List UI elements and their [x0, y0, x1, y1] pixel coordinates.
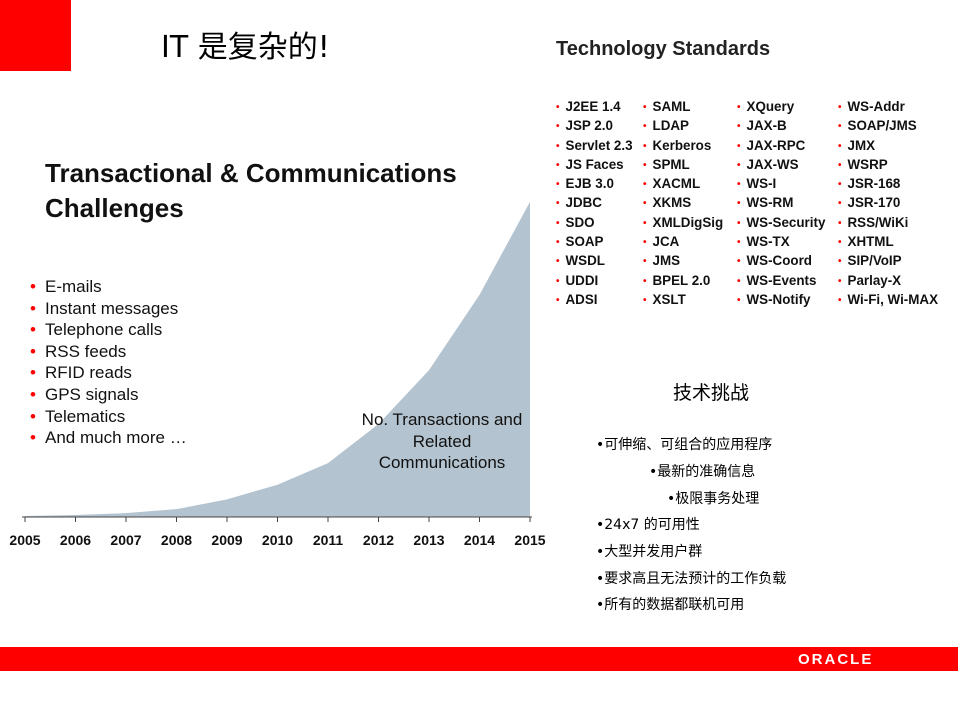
standard-item: XHTML [838, 232, 938, 251]
challenge-bullet: RSS feeds [30, 341, 187, 363]
x-tick-label: 2006 [60, 532, 91, 548]
standard-item: JCA [643, 232, 723, 251]
growth-area [25, 201, 530, 517]
chart-annotation-line-2: Related [412, 431, 472, 451]
standard-item: JAX-RPC [737, 136, 825, 155]
x-tick-label: 2007 [110, 532, 141, 548]
challenge-item-online-data: •所有的数据都联机可用 [596, 597, 745, 613]
x-tick-label: 2009 [211, 532, 242, 548]
standards-column-4: WS-AddrSOAP/JMSJMXWSRPJSR-168JSR-170RSS/… [838, 97, 939, 309]
standards-column-1: J2EE 1.4JSP 2.0Servlet 2.3JS FacesEJB 3.… [556, 97, 633, 309]
standard-item: JMS [643, 251, 723, 270]
x-tick-label: 2012 [363, 532, 394, 548]
standard-item: Parlay-X [838, 271, 938, 290]
standard-item: WS-I [737, 174, 825, 193]
standards-column-3: XQueryJAX-BJAX-RPCJAX-WSWS-IWS-RMWS-Secu… [737, 97, 826, 309]
standard-item: XACML [643, 174, 723, 193]
challenge-bullet: Telematics [30, 406, 187, 428]
standard-item: ADSI [556, 290, 633, 309]
x-tick-label: 2005 [9, 532, 40, 548]
standard-item: LDAP [643, 116, 723, 135]
standard-item: SAML [643, 97, 723, 116]
challenge-item-accurate-info: •最新的准确信息 [649, 464, 756, 480]
transactions-growth-chart: 2005 2006 2007 2008 2009 2010 2011 2012 2013 2014… [9, 201, 546, 548]
standard-item: XKMS [643, 193, 723, 212]
standard-item: WS-RM [737, 193, 825, 212]
standard-item: SDO [556, 213, 633, 232]
challenge-item-workload: •要求高且无法预计的工作负载 [596, 571, 787, 587]
standard-item: J2EE 1.4 [556, 97, 633, 116]
standard-item: JMX [838, 136, 938, 155]
tech-challenges-title: 技术挑战 [673, 382, 750, 404]
challenge-item-scalable: •可伸缩、可组合的应用程序 [596, 437, 773, 453]
standard-item: RSS/WiKi [838, 213, 938, 232]
footer-bar [0, 647, 958, 671]
standard-item: EJB 3.0 [556, 174, 633, 193]
chart-annotation-line-3: Communications [378, 453, 506, 472]
standard-item: BPEL 2.0 [643, 271, 723, 290]
standard-item: JSP 2.0 [556, 116, 633, 135]
challenge-item-availability: •24x7 的可用性 [596, 517, 700, 533]
challenge-bullet: E-mails [30, 276, 187, 298]
standard-item: Kerberos [643, 136, 723, 155]
standard-item: SOAP/JMS [838, 116, 938, 135]
tech-standards-title: Technology Standards [556, 38, 771, 60]
standard-item: WS-Security [737, 213, 826, 232]
standard-item: WS-Coord [737, 251, 825, 270]
challenge-bullet: RFID reads [30, 362, 187, 384]
x-tick-label: 2010 [262, 532, 293, 548]
challenge-item-concurrent-users: •大型并发用户群 [596, 544, 703, 560]
standard-item: UDDI [556, 271, 633, 290]
x-tick-label: 2014 [464, 532, 495, 548]
x-tick-label: 2015 [514, 532, 545, 548]
standard-item: XSLT [643, 290, 723, 309]
challenge-bullet: GPS signals [30, 384, 187, 406]
challenge-bullet: And much more … [30, 427, 187, 449]
standard-item: JS Faces [556, 155, 633, 174]
standard-item: WSRP [838, 155, 938, 174]
x-tick-label: 2013 [413, 532, 444, 548]
standard-item: WSDL [556, 251, 633, 270]
standard-item: JSR-168 [838, 174, 938, 193]
standard-item: SIP/VoIP [838, 251, 938, 270]
chart-annotation: No. Transactions and Related Communicati… [352, 409, 532, 474]
challenges-list: E-mailsInstant messagesTelephone callsRS… [30, 276, 187, 449]
standard-item: XMLDigSig [643, 213, 724, 232]
standards-column-2: SAMLLDAPKerberosSPMLXACMLXKMSXMLDigSigJC… [643, 97, 724, 309]
standard-item: SPML [643, 155, 723, 174]
challenges-title: Transactional & Communications Challenge… [45, 156, 457, 226]
challenges-title-line-1: Transactional & Communications [45, 158, 457, 188]
chart-annotation-line-1: No. Transactions and [361, 410, 523, 429]
slide-title: IT 是复杂的! [161, 30, 330, 65]
oracle-logo: ORACLE [798, 651, 874, 668]
standard-item: WS-TX [737, 232, 825, 251]
standard-item: Servlet 2.3 [556, 136, 633, 155]
corner-accent [0, 0, 71, 71]
standard-item: JDBC [556, 193, 633, 212]
x-tick-label: 2011 [313, 532, 344, 548]
standard-item: Wi-Fi, Wi-MAX [838, 290, 939, 309]
challenge-item-extreme-tx: •极限事务处理 [667, 491, 760, 507]
x-tick-label: 2008 [161, 532, 192, 548]
challenge-bullet: Instant messages [30, 298, 187, 320]
standard-item: WS-Addr [838, 97, 938, 116]
standard-item: WS-Events [737, 271, 825, 290]
standard-item: WS-Notify [737, 290, 825, 309]
standard-item: JAX-WS [737, 155, 825, 174]
standard-item: SOAP [556, 232, 633, 251]
standard-item: XQuery [737, 97, 825, 116]
standard-item: JAX-B [737, 116, 825, 135]
standard-item: JSR-170 [838, 193, 938, 212]
challenge-bullet: Telephone calls [30, 319, 187, 341]
challenges-title-line-2: Challenges [45, 193, 184, 223]
